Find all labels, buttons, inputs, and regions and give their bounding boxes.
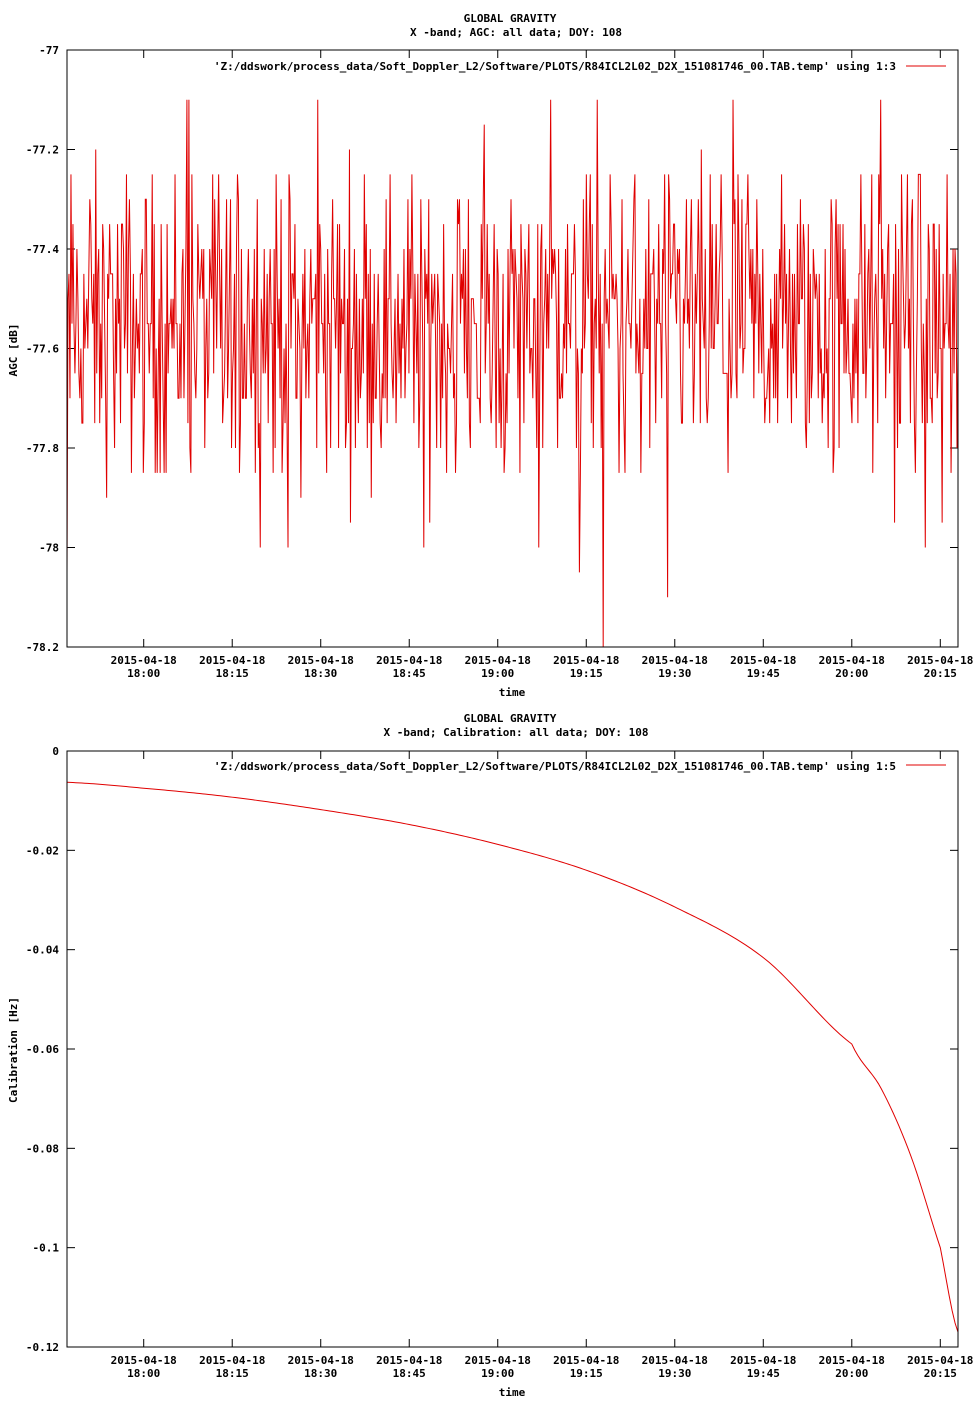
plot-frame [66,750,959,1348]
x-tick-label-time: 19:00 [481,1367,514,1380]
series-line-group [66,99,959,648]
x-tick-label-date: 2015-04-18 [376,654,442,667]
chart-subtitle: X -band; Calibration: all data; DOY: 108 [384,726,649,739]
x-tick-label-date: 2015-04-18 [288,654,354,667]
x-tick-label-date: 2015-04-18 [819,654,885,667]
x-tick-label-date: 2015-04-18 [199,1354,265,1367]
x-tick-label-date: 2015-04-18 [819,1354,885,1367]
y-tick-label: -77 [39,44,59,57]
x-tick-label-date: 2015-04-18 [642,1354,708,1367]
chart-subtitle: X -band; AGC: all data; DOY: 108 [410,26,622,39]
y-tick-label: 0 [52,745,59,758]
y-axis-label: AGC [dB] [7,324,20,377]
x-tick-label-date: 2015-04-18 [465,1354,531,1367]
x-tick-label-time: 20:15 [924,667,957,680]
x-tick-label-time: 19:15 [570,667,603,680]
x-tick-label-time: 19:45 [747,667,780,680]
y-tick-label: -0.04 [26,944,59,957]
legend-entry-label: 'Z:/ddswork/process_data/Soft_Doppler_L2… [214,760,896,773]
y-tick-label: -0.1 [33,1242,60,1255]
x-tick-label-date: 2015-04-18 [553,1354,619,1367]
x-tick-label-date: 2015-04-18 [642,654,708,667]
x-tick-label-date: 2015-04-18 [730,1354,796,1367]
x-tick-label-date: 2015-04-18 [730,654,796,667]
x-tick-label-time: 18:30 [304,667,337,680]
y-tick-label: -77.2 [26,144,59,157]
tick-group: -77 -77.2 -77.4 -77.6 -77.8 -78 -78.2 2015-04-1… [26,44,974,680]
y-tick-label: -78.2 [26,641,59,654]
agc-chart: GLOBAL GRAVITY X -band; AGC: all data; D… [7,12,973,699]
x-tick-label-time: 18:00 [127,1367,160,1380]
x-tick-label-date: 2015-04-18 [907,1354,973,1367]
x-axis-label: time [499,1386,526,1399]
x-tick-label-time: 18:15 [216,667,249,680]
tick-group: 0 -0.02 -0.04 -0.06 -0.08 -0.1 -0.12 2015-04-18… [26,745,974,1380]
series-line-group [66,781,959,1333]
y-tick-label: -77.6 [26,343,59,356]
x-tick-label-time: 19:30 [658,667,691,680]
legend: 'Z:/ddswork/process_data/Soft_Doppler_L2… [214,760,946,773]
y-tick-label: -0.02 [26,844,59,857]
x-tick-label-time: 18:45 [393,1367,426,1380]
legend: 'Z:/ddswork/process_data/Soft_Doppler_L2… [214,60,946,73]
x-tick-label-date: 2015-04-18 [553,654,619,667]
y-tick-label: -77.8 [26,442,59,455]
x-tick-label-time: 18:15 [216,1367,249,1380]
y-tick-label: -78 [39,542,59,555]
y-tick-label: -0.08 [26,1142,59,1155]
x-tick-label-date: 2015-04-18 [376,1354,442,1367]
x-tick-label-time: 19:15 [570,1367,603,1380]
x-tick-label-date: 2015-04-18 [199,654,265,667]
x-tick-label-time: 18:45 [393,667,426,680]
y-tick-label: -0.12 [26,1341,59,1354]
x-tick-label-time: 20:00 [835,1367,868,1380]
x-tick-label-date: 2015-04-18 [111,654,177,667]
x-tick-label-time: 19:30 [658,1367,691,1380]
y-tick-label: -0.06 [26,1043,59,1056]
x-tick-label-time: 18:00 [127,667,160,680]
y-axis-label: Calibration [Hz] [7,997,20,1103]
x-axis-label: time [499,686,526,699]
legend-entry-label: 'Z:/ddswork/process_data/Soft_Doppler_L2… [214,60,896,73]
chart-title: GLOBAL GRAVITY [464,12,557,25]
y-tick-label: -77.4 [26,243,59,256]
x-tick-label-date: 2015-04-18 [465,654,531,667]
x-tick-label-time: 19:00 [481,667,514,680]
series-line [66,99,959,648]
x-tick-label-time: 18:30 [304,1367,337,1380]
x-tick-label-date: 2015-04-18 [907,654,973,667]
x-tick-label-time: 19:45 [747,1367,780,1380]
x-tick-label-time: 20:15 [924,1367,957,1380]
calibration-chart: GLOBAL GRAVITY X -band; Calibration: all… [7,712,973,1399]
chart-title: GLOBAL GRAVITY [464,712,557,725]
series-line [66,781,959,1333]
x-tick-label-time: 20:00 [835,667,868,680]
plot-frame [66,49,959,648]
x-tick-label-date: 2015-04-18 [288,1354,354,1367]
x-tick-label-date: 2015-04-18 [111,1354,177,1367]
